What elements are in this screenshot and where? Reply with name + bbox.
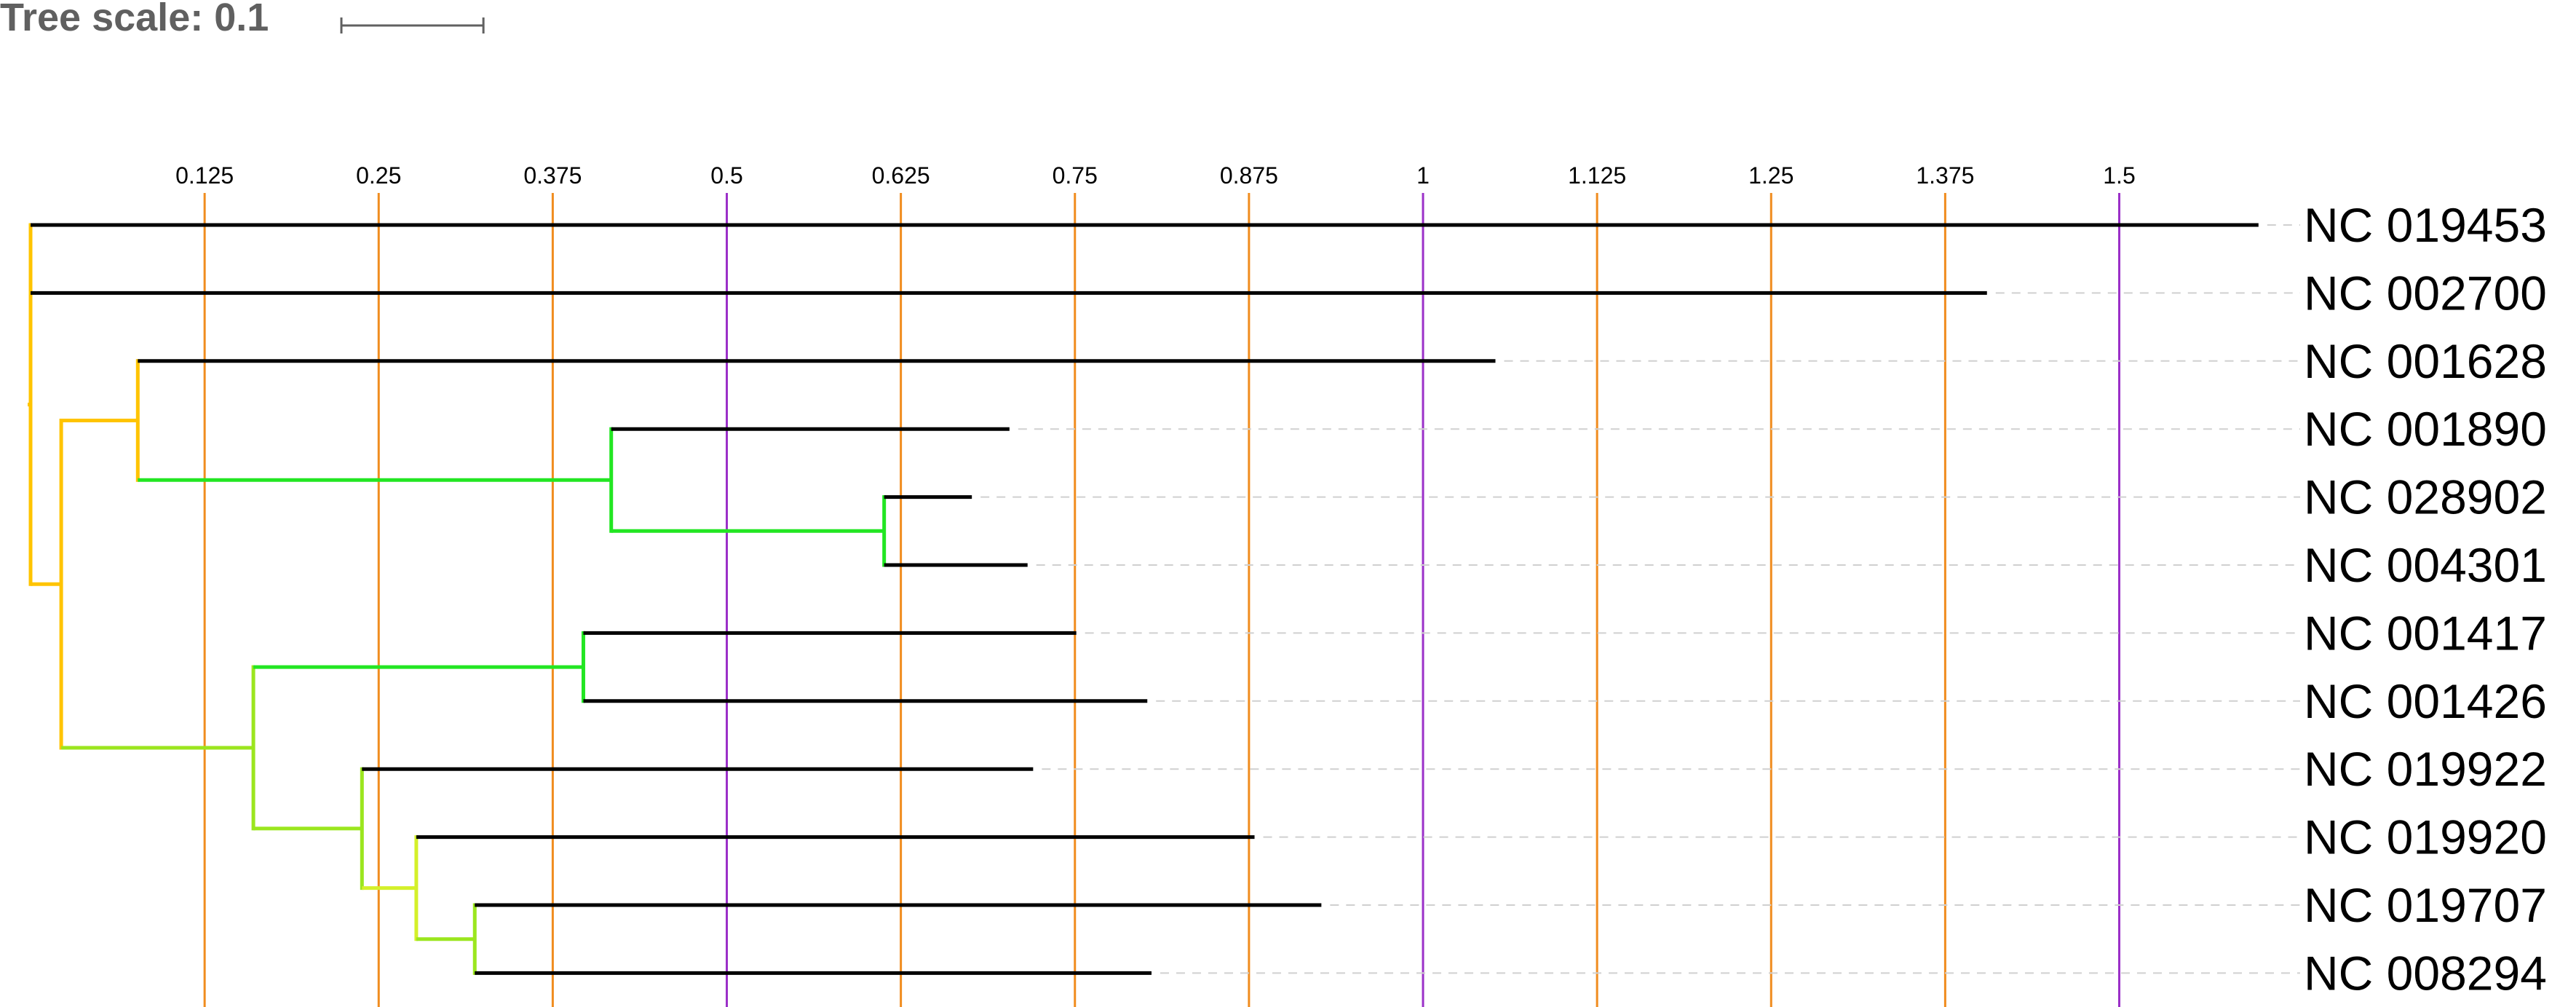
tree-scale-bar bbox=[340, 17, 485, 33]
tick-label: 0.875 bbox=[1220, 162, 1278, 189]
leaf-label[interactable]: NC 004301 bbox=[2304, 538, 2547, 592]
tick-label: 0.125 bbox=[175, 162, 234, 189]
tree-scale-label: Tree scale: 0.1 bbox=[0, 0, 269, 39]
leaf-label[interactable]: NC 001426 bbox=[2304, 674, 2547, 728]
tick-label: 0.375 bbox=[523, 162, 582, 189]
tick-label: 1 bbox=[1416, 162, 1430, 189]
leaf-label[interactable]: NC 019707 bbox=[2304, 878, 2547, 932]
tick-label: 1.25 bbox=[1748, 162, 1794, 189]
tree-scale: Tree scale: 0.1 bbox=[0, 0, 485, 39]
leaf-labels: NC 019453 NC 002700 NC 001628 NC 001890 NC 0… bbox=[2304, 198, 2547, 1000]
leaf-label[interactable]: NC 008294 bbox=[2304, 946, 2547, 1000]
leaf-label[interactable]: NC 001417 bbox=[2304, 606, 2547, 660]
tick-label: 0.625 bbox=[872, 162, 930, 189]
tick-label: 1.125 bbox=[1568, 162, 1626, 189]
tick-label: 0.75 bbox=[1053, 162, 1098, 189]
leaf-leader-lines bbox=[980, 224, 2300, 974]
leaf-label[interactable]: NC 001890 bbox=[2304, 402, 2547, 456]
tick-label: 0.5 bbox=[710, 162, 742, 189]
leaf-label[interactable]: NC 002700 bbox=[2304, 266, 2547, 320]
leaf-label[interactable]: NC 028902 bbox=[2304, 470, 2547, 524]
leaf-label[interactable]: NC 019920 bbox=[2304, 810, 2547, 864]
leaf-label[interactable]: NC 001628 bbox=[2304, 334, 2547, 388]
tick-label: 1.5 bbox=[2103, 162, 2135, 189]
leaf-label[interactable]: NC 019922 bbox=[2304, 742, 2547, 796]
tick-label: 0.25 bbox=[356, 162, 401, 189]
leaf-label[interactable]: NC 019453 bbox=[2304, 198, 2547, 252]
tick-label: 1.375 bbox=[1916, 162, 1974, 189]
tree-branches bbox=[28, 223, 2259, 975]
scale-gridlines: 0.125 0.25 0.375 0.5 0.625 0.75 0.875 1 1.125 1.2… bbox=[175, 162, 2136, 1007]
